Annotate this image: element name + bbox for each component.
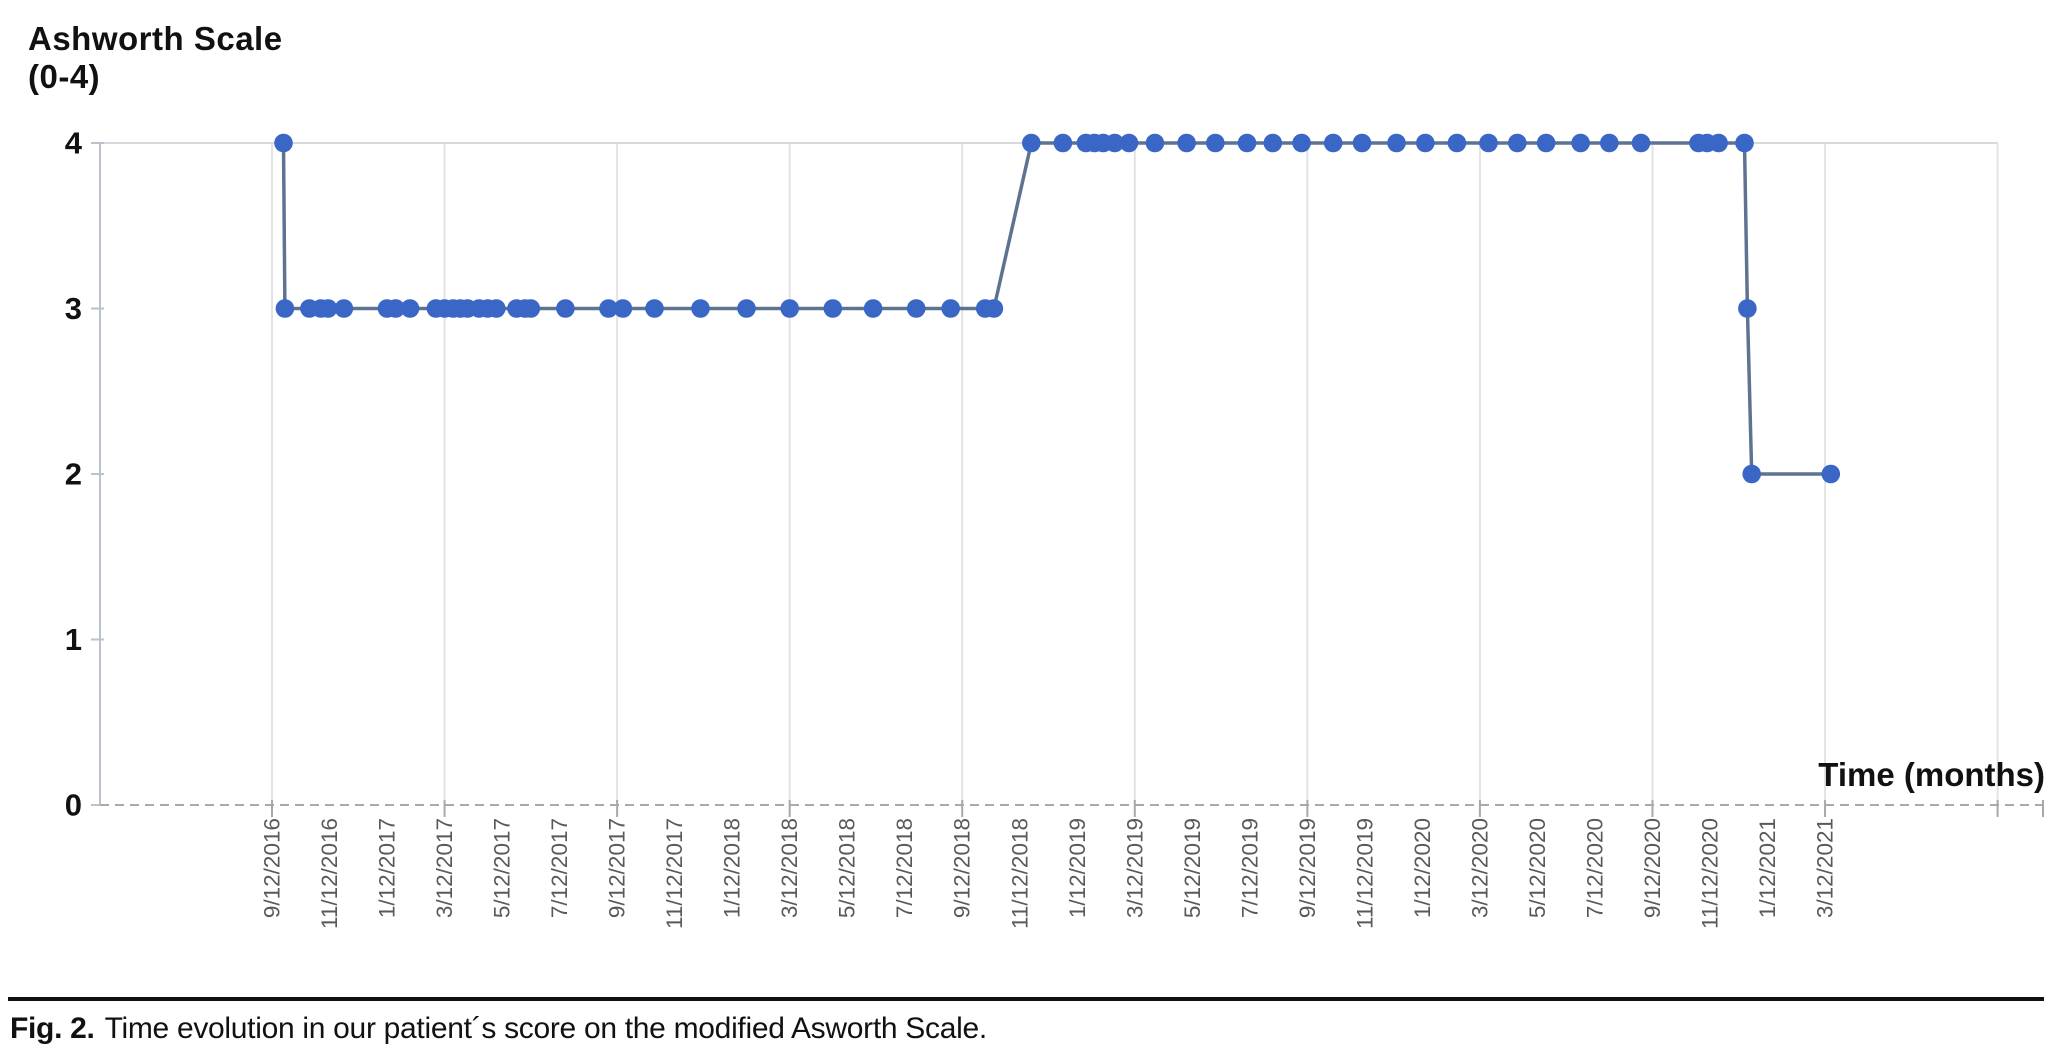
data-point (613, 299, 633, 318)
x-tick-label: 1/12/2018 (720, 818, 745, 918)
data-point (863, 299, 883, 318)
x-tick-label: 3/12/2017 (432, 818, 457, 918)
x-tick-label: 3/12/2021 (1813, 818, 1838, 918)
data-point (1821, 464, 1841, 484)
data-point (386, 299, 406, 318)
data-point (1237, 133, 1257, 153)
data-point (1631, 133, 1651, 153)
data-point (1263, 133, 1283, 153)
y-tick-label: 4 (65, 126, 83, 161)
data-point (1292, 133, 1311, 153)
caption-text: Time evolution in our patient´s score on… (104, 1012, 988, 1045)
x-tick-label: 5/12/2018 (835, 818, 860, 918)
x-tick-label: 5/12/2019 (1180, 818, 1205, 918)
x-tick-label: 9/12/2020 (1640, 818, 1665, 918)
caption-label: Fig. 2. (10, 1012, 95, 1045)
data-point (941, 299, 960, 318)
y-axis-title-line1: Ashworth Scale (28, 20, 283, 57)
data-point (521, 299, 541, 318)
data-point (1022, 133, 1041, 153)
data-point (556, 299, 575, 318)
data-point (400, 299, 420, 318)
x-tick-label: 3/12/2020 (1467, 818, 1492, 918)
x-tick-label: 9/12/2019 (1295, 818, 1320, 918)
y-tick-label: 0 (65, 788, 82, 823)
caption-divider (8, 997, 2044, 1001)
x-tick-label: 7/12/2018 (892, 818, 917, 918)
data-point (645, 299, 664, 318)
data-point (823, 299, 843, 318)
y-tick-label: 2 (65, 457, 82, 492)
data-point (1105, 133, 1124, 153)
x-tick-label: 5/12/2020 (1525, 818, 1550, 918)
data-point (274, 133, 293, 153)
x-tick-label: 11/12/2019 (1352, 818, 1377, 929)
data-point (1145, 133, 1165, 153)
data-point (599, 299, 618, 318)
x-tick-label: 5/12/2017 (490, 818, 515, 918)
data-point (1119, 133, 1139, 153)
data-point (1323, 133, 1343, 153)
y-axis-title: Ashworth Scale (0-4) (28, 20, 283, 96)
data-point (334, 299, 354, 318)
data-point (1600, 133, 1619, 153)
data-point (1735, 133, 1754, 153)
data-point (1447, 133, 1467, 153)
x-tick-label: 3/12/2018 (777, 818, 802, 918)
x-tick-label: 11/12/2020 (1698, 818, 1723, 929)
x-tick-label: 11/12/2016 (317, 818, 342, 929)
x-tick-label: 11/12/2018 (1007, 818, 1032, 929)
data-point (984, 299, 1004, 318)
x-axis-title: Time (months) (1818, 756, 2045, 793)
x-tick-label: 11/12/2017 (662, 818, 687, 929)
data-point (737, 299, 756, 318)
data-point (780, 299, 799, 318)
data-point (1571, 133, 1590, 153)
data-point (1709, 133, 1728, 153)
y-axis-title-line2: (0-4) (28, 58, 101, 95)
x-tick-label: 7/12/2019 (1237, 818, 1262, 918)
x-tick-label: 1/12/2021 (1755, 818, 1780, 918)
data-point (1053, 133, 1073, 153)
x-tick-label: 7/12/2017 (547, 818, 572, 918)
data-point (691, 299, 710, 318)
x-tick-label: 7/12/2020 (1582, 818, 1607, 918)
data-point (1479, 133, 1498, 153)
data-point (1508, 133, 1527, 153)
data-point (1352, 133, 1372, 153)
x-tick-label: 9/12/2017 (605, 818, 630, 918)
data-point (318, 299, 338, 318)
y-tick-label: 1 (65, 622, 82, 657)
line-chart: 0 1 2 3 4 9/12/2016 11/12/2016 1/12/2017 3/12/20… (65, 126, 2044, 929)
data-point (1387, 133, 1406, 153)
x-tick-label: 9/12/2016 (260, 818, 285, 918)
data-point (1536, 133, 1556, 153)
data-point (906, 299, 926, 318)
data-point (275, 299, 295, 318)
data-point (1206, 133, 1225, 153)
data-point (1742, 464, 1761, 484)
x-tick-label: 9/12/2018 (950, 818, 975, 918)
data-point (487, 299, 506, 318)
data-point (1416, 133, 1435, 153)
x-tick-label: 1/12/2019 (1065, 818, 1090, 918)
x-tick-label: 1/12/2020 (1410, 818, 1435, 918)
data-point (1177, 133, 1196, 153)
figure-caption: Fig. 2. Time evolution in our patient´s s… (10, 1012, 987, 1046)
x-tick-label: 3/12/2019 (1122, 818, 1147, 918)
data-point (1738, 299, 1757, 318)
y-tick-label: 3 (65, 291, 82, 326)
x-tick-label: 1/12/2017 (375, 818, 400, 918)
